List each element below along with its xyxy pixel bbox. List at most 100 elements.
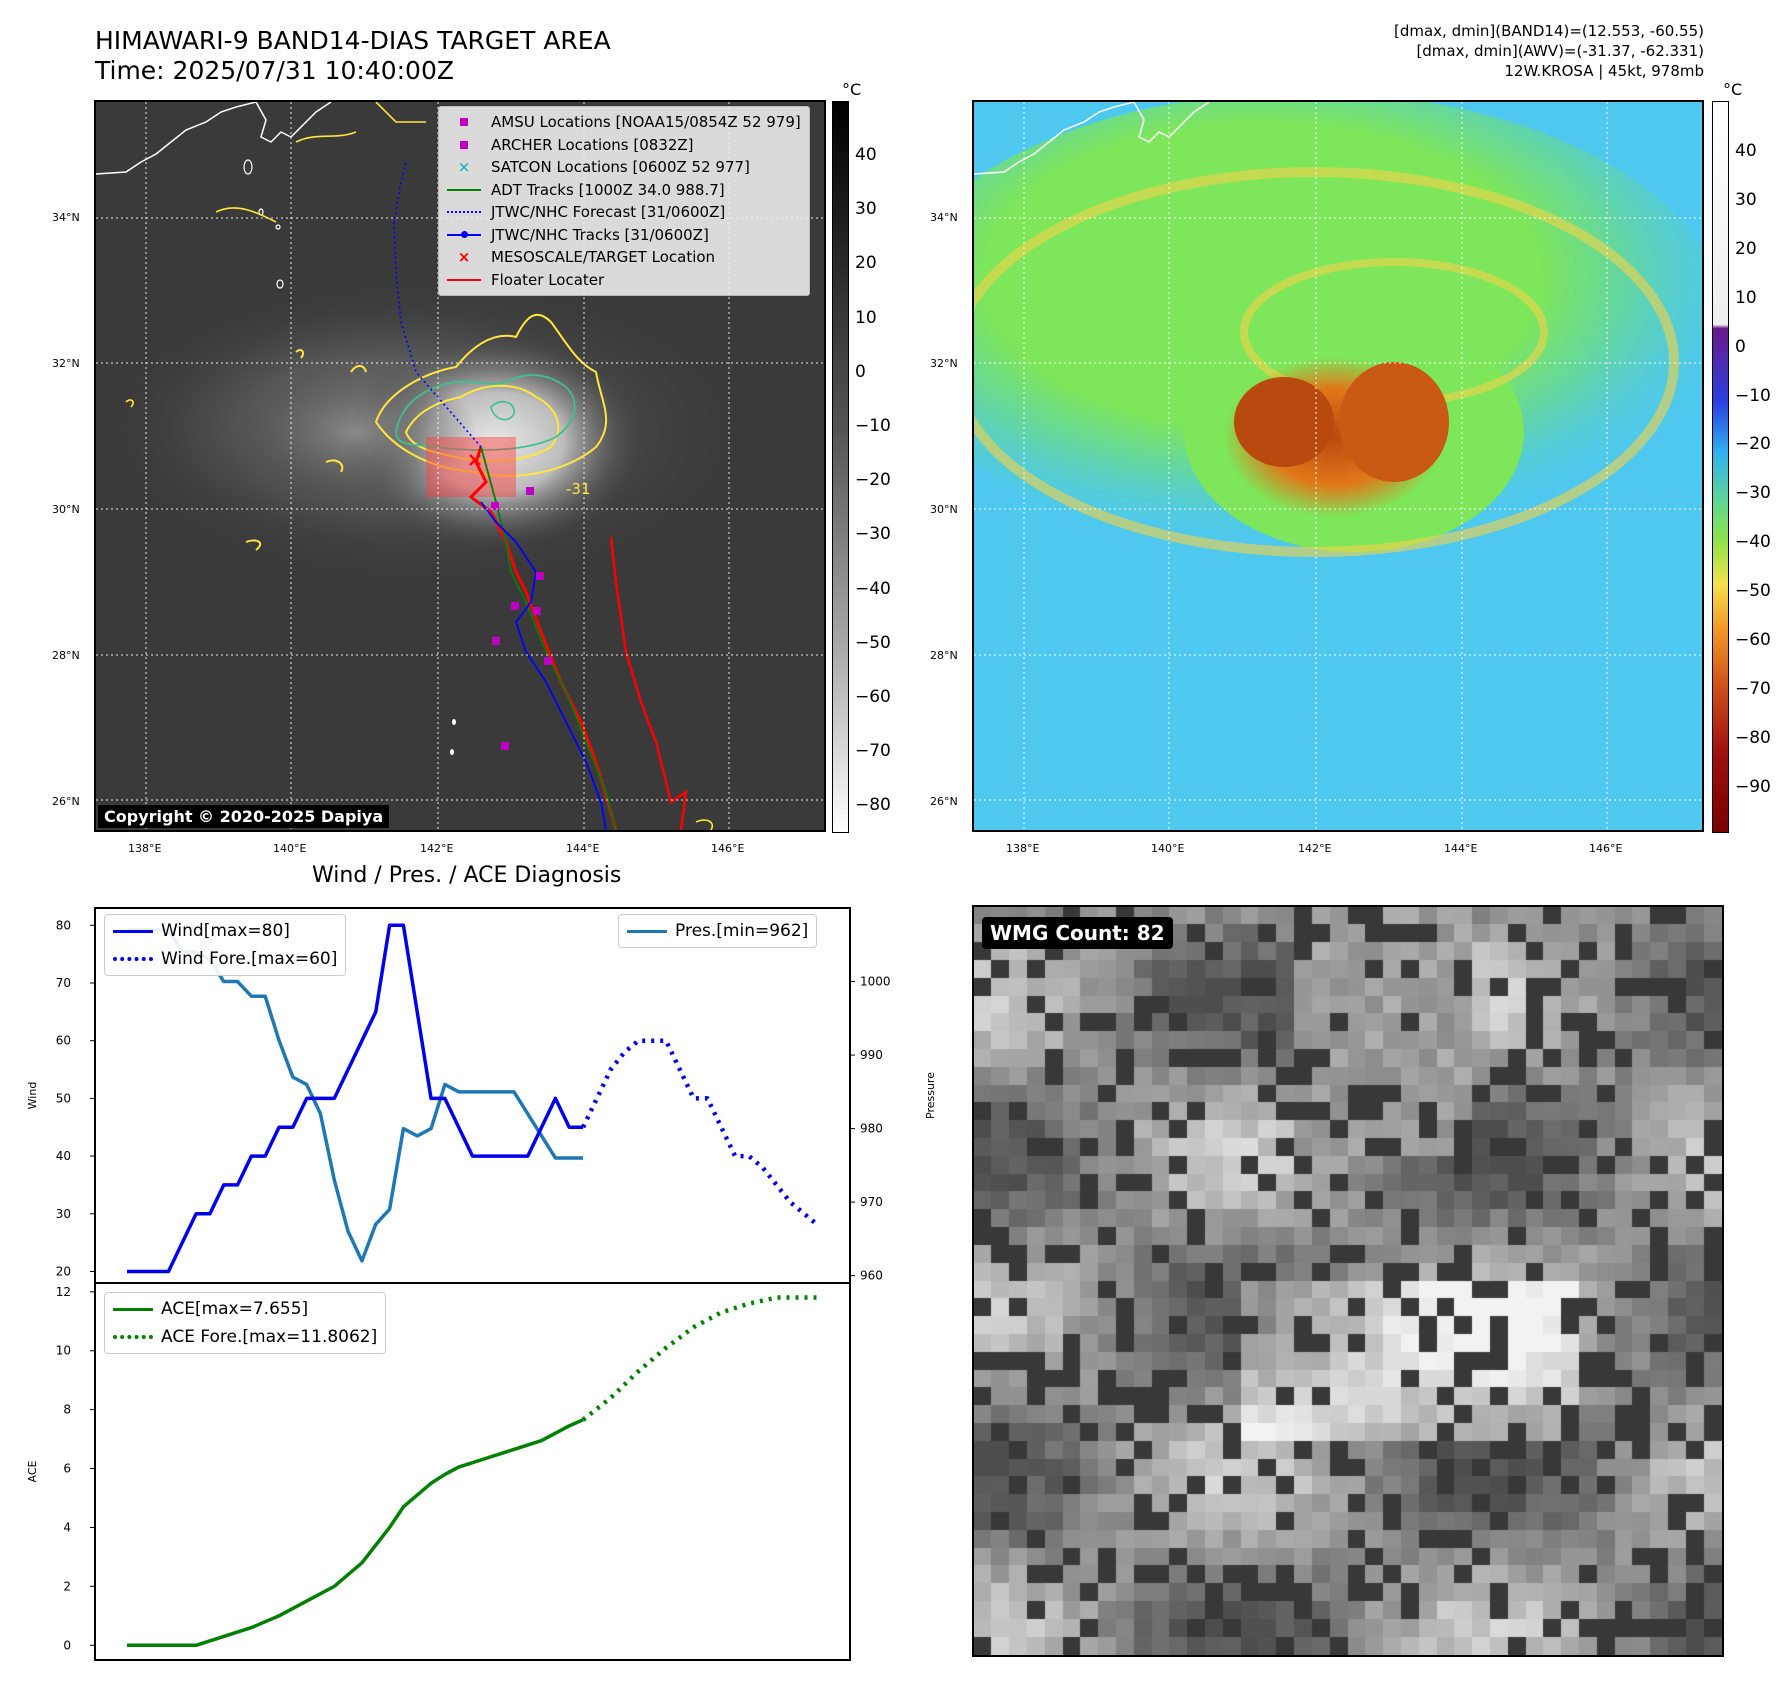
ace-y-tick-label: 2	[63, 1579, 71, 1593]
y-tick-label: 70	[56, 976, 71, 990]
lat-label: 34°N	[52, 211, 80, 224]
legend-label: ACE[max=7.655]	[161, 1299, 309, 1319]
lon-label: 138°E	[128, 842, 162, 855]
lon-label: 146°E	[711, 842, 745, 855]
legend-item-amsu: AMSU Locations [NOAA15/0854Z 52 979]	[445, 111, 801, 134]
wind-forecast-line	[581, 1038, 820, 1228]
colorbar-tick-label: −70	[855, 741, 891, 762]
colorbar-tick-label: −20	[1735, 434, 1771, 455]
colorbar-tick-label: 10	[855, 307, 877, 328]
line-swatch-icon	[113, 929, 153, 933]
ace-y-tick-label: 8	[63, 1403, 71, 1417]
legend-item-adt: ADT Tracks [1000Z 34.0 988.7]	[445, 179, 801, 202]
lon-label: 146°E	[1589, 842, 1623, 855]
legend-label: Pres.[min=962]	[675, 921, 809, 941]
dotted-swatch-icon	[113, 957, 153, 961]
colorbar-tick-label: 0	[855, 361, 866, 382]
lat-label: 26°N	[930, 795, 958, 808]
colorbar-tick-label: −20	[855, 470, 891, 491]
colorbar-tick-label: 40	[855, 145, 877, 165]
lon-label: 140°E	[273, 842, 307, 855]
x-marker-icon: ×	[457, 248, 471, 267]
lon-label: 144°E	[566, 842, 600, 855]
legend-item-wind: Wind[max=80]	[113, 917, 337, 945]
dotted-line-icon	[445, 204, 483, 220]
figure-title: HIMAWARI-9 BAND14-DIAS TARGET AREA	[95, 26, 611, 55]
legend-label: JTWC/NHC Forecast [31/0600Z]	[491, 203, 726, 221]
colorbar-tick-label: −60	[855, 687, 891, 707]
copyright-notice: Copyright © 2020-2025 Dapiya	[98, 805, 390, 828]
wind-line	[127, 923, 584, 1274]
legend-item-jtwc-forecast: JTWC/NHC Forecast [31/0600Z]	[445, 201, 801, 224]
diagnosis-title: Wind / Pres. / ACE Diagnosis	[312, 863, 622, 888]
legend-label: Floater Locater	[491, 270, 605, 289]
legend-label: ARCHER Locations [0832Z]	[491, 135, 694, 154]
ace-y-tick-label: 10	[56, 1344, 71, 1358]
legend-item-archer: ARCHER Locations [0832Z]	[445, 134, 801, 157]
awv-map-imagery	[974, 102, 1702, 830]
legend-item-ace-forecast: ACE Fore.[max=11.8062]	[113, 1323, 377, 1351]
storm-info-text: 12W.KROSA | 45kt, 978mb	[1504, 62, 1704, 80]
ace-legend: ACE[max=7.655] ACE Fore.[max=11.8062]	[104, 1292, 387, 1354]
lat-label: 30°N	[930, 503, 958, 516]
square-marker-icon	[445, 114, 483, 130]
pressure-line	[127, 928, 584, 1263]
ir-map-imagery: -31	[96, 102, 824, 830]
colorbar-tick-label: −90	[1735, 776, 1771, 797]
line-marker-icon	[445, 182, 483, 198]
dotted-swatch-icon	[113, 1335, 153, 1339]
lon-label: 142°E	[420, 842, 454, 855]
y-tick-label: 50	[56, 1091, 71, 1105]
line-swatch-icon	[113, 1307, 153, 1311]
colorbar-tick-label: −10	[855, 416, 891, 436]
line-swatch-icon	[627, 929, 667, 933]
lon-label: 142°E	[1298, 842, 1332, 855]
awv-colorbar-unit: °C	[1723, 80, 1743, 99]
ir-colorbar-unit: °C	[842, 80, 862, 99]
colorbar-tick-label: −30	[1735, 483, 1771, 504]
ace-axes	[94, 1282, 851, 1661]
y-tick-label: 80	[56, 918, 71, 932]
colorbar-tick-label: −50	[1735, 581, 1771, 602]
square-marker-icon	[445, 137, 483, 153]
ir-map-legend: AMSU Locations [NOAA15/0854Z 52 979] ARC…	[438, 106, 810, 296]
y-tick-label: 20	[56, 1264, 71, 1278]
lat-label: 30°N	[52, 503, 80, 516]
contour-label: -31	[566, 480, 591, 498]
lat-label: 34°N	[930, 211, 958, 224]
awv-colorbar	[1712, 101, 1729, 833]
wind-axis-label: Wind	[26, 1082, 39, 1110]
y-right-tick-label: 990	[860, 1048, 883, 1062]
y-right-tick-label: 960	[860, 1269, 883, 1283]
legend-item-satcon: × SATCON Locations [0600Z 52 977]	[445, 156, 801, 179]
y-right-tick-label: 980	[860, 1122, 883, 1136]
lon-label: 144°E	[1444, 842, 1478, 855]
line-marker-icon	[445, 272, 483, 288]
lon-label: 140°E	[1151, 842, 1185, 855]
ir-colorbar	[832, 101, 849, 833]
legend-label: ADT Tracks [1000Z 34.0 988.7]	[491, 180, 725, 199]
colorbar-tick-label: 40	[1735, 141, 1757, 161]
legend-item-wind-forecast: Wind Fore.[max=60]	[113, 945, 337, 973]
colorbar-tick-label: −70	[1735, 678, 1771, 699]
colorbar-tick-label: 30	[1735, 189, 1757, 210]
y-right-tick-label: 1000	[860, 975, 891, 989]
diagnosis-chart: 20 30 40 50 60 70 80 960 970 980 990 1000 0 2 4 6 8 10 12 W…	[26, 907, 937, 1661]
figure-time: Time: 2025/07/31 10:40:00Z	[95, 56, 454, 85]
colorbar-tick-label: 20	[855, 253, 877, 274]
lon-label: 138°E	[1006, 842, 1040, 855]
y-right-tick-label: 970	[860, 1195, 883, 1209]
colorbar-tick-label: −10	[1735, 385, 1771, 406]
wmg-panel	[972, 905, 1724, 1657]
colorbar-tick-label: −80	[855, 795, 891, 816]
legend-item-target: × MESOSCALE/TARGET Location	[445, 246, 801, 269]
lat-label: 32°N	[52, 357, 80, 370]
colorbar-tick-label: 0	[1735, 336, 1746, 357]
legend-label: ACE Fore.[max=11.8062]	[161, 1327, 378, 1347]
x-marker-icon: ×	[457, 158, 471, 177]
wmg-count-badge: WMG Count: 82	[982, 917, 1173, 949]
awv-range-text: [dmax, dmin](AWV)=(-31.37, -62.331)	[1416, 42, 1704, 60]
lat-label: 28°N	[52, 649, 80, 662]
colorbar-tick-label: 30	[855, 199, 877, 220]
colorbar-tick-label: −40	[1735, 532, 1771, 553]
